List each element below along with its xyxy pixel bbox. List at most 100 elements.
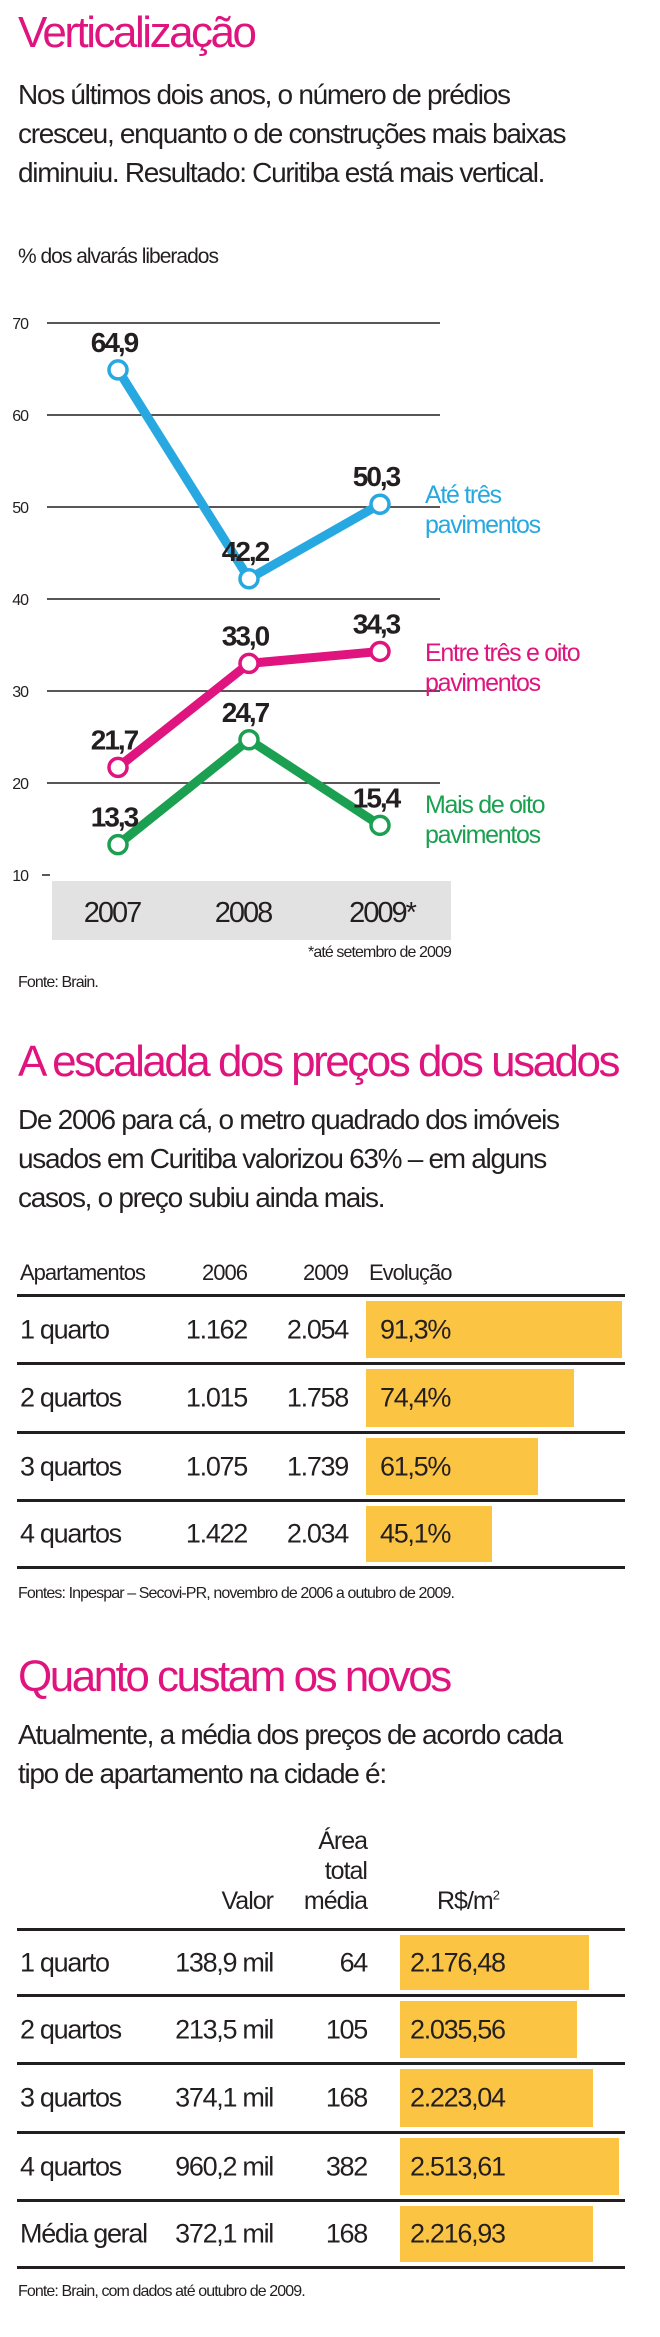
- price-2009: 1.739: [286, 1451, 349, 1481]
- evolution-bar: [366, 1438, 539, 1495]
- y-tick-label: 40: [12, 592, 29, 609]
- row-label: 3 quartos: [20, 2082, 122, 2113]
- data-point: [107, 359, 129, 381]
- section-title-escalada: A escalada dos preços dos usados: [18, 1037, 621, 1086]
- row-label: 2 quartos: [20, 2014, 122, 2044]
- header-area-line: total: [324, 1857, 368, 1885]
- table-row: 2 quartos 213,5 mil 105 2.035,56: [17, 1997, 625, 2065]
- legend-label: pavimentos: [425, 511, 541, 539]
- price-per-m2: 2.513,61: [410, 2151, 506, 2181]
- valor: 372,1 mil: [175, 2218, 274, 2249]
- header-valor: Valor: [221, 1887, 274, 1915]
- table1-header: Apartamentos 2006 2009 Evolução: [17, 1250, 625, 1297]
- source-note: Fontes: Inpespar – Secovi-PR, novembro d…: [18, 1585, 455, 1602]
- price-bar: [400, 1935, 590, 1990]
- data-label: 50,3: [353, 461, 401, 492]
- header-area-line: Área: [318, 1827, 368, 1855]
- price-bar: [400, 2001, 578, 2058]
- price-2009: 1.758: [286, 1382, 349, 1413]
- data-label: 33,0: [222, 620, 270, 651]
- legend-ate-tres: Até três pavimentos: [425, 480, 541, 540]
- row-label: 1 quarto: [20, 1314, 110, 1344]
- evolution-bar: [366, 1506, 493, 1562]
- header-area-line: média: [303, 1887, 368, 1915]
- row-label: Média geral: [20, 2218, 148, 2249]
- header-area: Área total média: [303, 1826, 368, 1916]
- data-point: [238, 652, 260, 675]
- price-per-m2: 2.176,48: [410, 1947, 506, 1977]
- area-media: 168: [325, 2082, 368, 2113]
- y-tick-label: 30: [12, 684, 29, 701]
- price-2006: 1.162: [185, 1314, 248, 1344]
- x-tick-label: 2009*: [349, 897, 417, 929]
- table-row: Média geral 372,1 mil 168 2.216,93: [17, 2202, 625, 2269]
- series-line: [115, 735, 383, 849]
- table-row: 1 quarto 1.162 2.054 91,3%: [17, 1297, 625, 1365]
- y-tick-label: 50: [12, 500, 29, 517]
- evolution-value: 74,4%: [380, 1382, 451, 1413]
- data-label: 64,9: [91, 327, 139, 358]
- section3-intro: Atualmente, a média dos preços de acordo…: [18, 1715, 563, 1793]
- row-label: 3 quartos: [20, 1451, 122, 1481]
- price-2009: 2.034: [286, 1518, 349, 1549]
- table-row: 4 quartos 960,2 mil 382 2.513,61: [17, 2134, 625, 2202]
- intro-line: cresceu, enquanto o de construções mais …: [18, 118, 567, 149]
- intro-line: usados em Curitiba valorizou 63% – em al…: [18, 1143, 547, 1174]
- table-row: 3 quartos 1.075 1.739 61,5%: [17, 1434, 625, 1502]
- line-chart: 70 60 50 40 30 20 10 2007 2008 2009* 64,9 42,2 50,3 2…: [12, 316, 451, 940]
- data-point: [238, 729, 260, 751]
- y-tick-label: 70: [12, 316, 29, 333]
- area-media: 105: [325, 2014, 368, 2044]
- data-point: [369, 814, 391, 837]
- source-note: Fonte: Brain.: [18, 974, 99, 991]
- data-label: 34,3: [353, 608, 401, 639]
- x-axis-band: [52, 881, 451, 940]
- data-point: [238, 568, 260, 590]
- evolution-value: 61,5%: [380, 1451, 451, 1481]
- price-2006: 1.075: [185, 1451, 248, 1481]
- row-label: 2 quartos: [20, 1382, 122, 1413]
- data-point: [107, 756, 129, 779]
- row-label: 4 quartos: [20, 1518, 122, 1549]
- y-tick-label: 60: [12, 408, 29, 425]
- legend-label: Mais de oito: [425, 791, 546, 819]
- header-2006: 2006: [202, 1260, 248, 1285]
- price-bar: [400, 2138, 619, 2195]
- legend-label: Entre três e oito: [425, 639, 581, 667]
- legend-entre-tres-e-oito: Entre três e oito pavimentos: [425, 638, 581, 698]
- header-price-per-m2: R$/m2: [437, 1887, 500, 1916]
- price-bar: [400, 2069, 594, 2127]
- section2-intro: De 2006 para cá, o metro quadrado dos im…: [18, 1100, 560, 1217]
- chart-footnote: *até setembro de 2009: [308, 944, 452, 961]
- data-point: [107, 833, 129, 856]
- evolution-bar: [366, 1301, 622, 1358]
- intro-line: casos, o preço subiu ainda mais.: [18, 1182, 385, 1213]
- legend-label: pavimentos: [425, 669, 541, 697]
- data-label: 13,3: [91, 802, 139, 833]
- area-media: 64: [339, 1947, 369, 1977]
- evolution-value: 91,3%: [380, 1314, 451, 1344]
- legend-label: pavimentos: [425, 821, 541, 849]
- intro-line: tipo de apartamento na cidade é:: [18, 1758, 387, 1789]
- y-tick-label: 10: [12, 868, 29, 885]
- x-tick-label: 2008: [215, 897, 272, 929]
- row-label: 4 quartos: [20, 2151, 122, 2181]
- intro-line: Atualmente, a média dos preços de acordo…: [18, 1719, 563, 1750]
- price-2009: 2.054: [286, 1314, 349, 1344]
- evolution-value: 45,1%: [380, 1518, 451, 1549]
- data-label: 24,7: [222, 697, 270, 728]
- x-tick-label: 2007: [84, 897, 141, 929]
- table-row: 3 quartos 374,1 mil 168 2.223,04: [17, 2065, 625, 2134]
- valor: 213,5 mil: [175, 2014, 274, 2044]
- table-row: 1 quarto 138,9 mil 64 2.176,48: [17, 1931, 625, 1997]
- data-label: 21,7: [91, 724, 139, 755]
- header-price-text: R$/m: [437, 1887, 494, 1915]
- valor: 960,2 mil: [175, 2151, 274, 2181]
- section1-intro: Nos últimos dois anos, o número de prédi…: [18, 75, 567, 192]
- area-media: 382: [325, 2151, 368, 2181]
- section-title-verticalizacao: Verticalização: [18, 8, 257, 57]
- area-media: 168: [325, 2218, 368, 2249]
- row-label: 1 quarto: [20, 1947, 110, 1977]
- price-per-m2: 2.216,93: [410, 2218, 506, 2249]
- header-evolucao: Evolução: [369, 1260, 453, 1285]
